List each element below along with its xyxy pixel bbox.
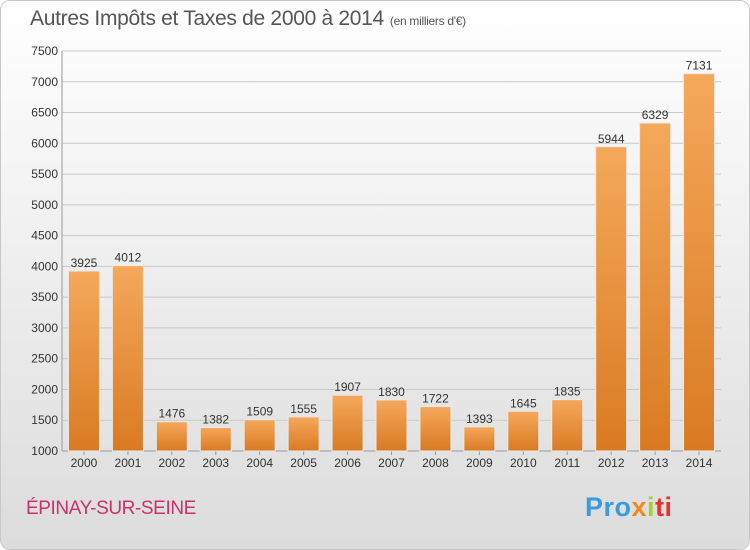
bar-2002 bbox=[155, 421, 188, 452]
bar-2009 bbox=[463, 426, 496, 452]
bar-2006 bbox=[331, 394, 364, 452]
y-tick-label: 7500 bbox=[31, 44, 58, 58]
city-name: ÉPINAY-SUR-SEINE bbox=[26, 498, 196, 519]
y-tick-label: 2500 bbox=[31, 352, 58, 366]
y-tick-label: 6000 bbox=[31, 136, 58, 150]
x-tick-label-2008: 2008 bbox=[422, 456, 449, 470]
y-tick-label: 1000 bbox=[31, 444, 58, 458]
value-label-2013: 6329 bbox=[642, 108, 669, 122]
value-label-2008: 1722 bbox=[422, 392, 449, 406]
x-tick-label-2007: 2007 bbox=[378, 456, 405, 470]
data-labels: 3925 4012 1476 1382 1509 1555 1907 1830 1722 1393… bbox=[71, 59, 713, 427]
chart-title-text: Autres Impôts et Taxes de 2000 à 2014 bbox=[30, 7, 384, 30]
x-tick-label-2002: 2002 bbox=[158, 456, 185, 470]
value-label-2007: 1830 bbox=[378, 385, 405, 399]
y-tick-label: 7000 bbox=[31, 75, 58, 89]
value-label-2009: 1393 bbox=[466, 412, 493, 426]
value-label-2011: 1835 bbox=[554, 385, 581, 399]
x-tick-label-2005: 2005 bbox=[290, 456, 317, 470]
value-label-2012: 5944 bbox=[598, 132, 625, 146]
y-tick-label: 2000 bbox=[31, 382, 58, 396]
y-tick-label: 3000 bbox=[31, 321, 58, 335]
y-tick-label: 4000 bbox=[31, 259, 58, 273]
x-tick-label-2011: 2011 bbox=[554, 456, 580, 470]
bar-2008 bbox=[419, 406, 452, 452]
bar-2001 bbox=[111, 265, 144, 452]
x-tick-label-2000: 2000 bbox=[71, 456, 98, 470]
x-tick-label-2009: 2009 bbox=[466, 456, 493, 470]
bar-2004 bbox=[243, 419, 276, 452]
proxiti-logo: Proxiti bbox=[585, 492, 673, 522]
bars bbox=[67, 73, 716, 452]
y-tick-label: 3500 bbox=[31, 290, 58, 304]
x-tick-label-2004: 2004 bbox=[246, 456, 273, 470]
bar-2000 bbox=[67, 270, 100, 452]
value-label-2000: 3925 bbox=[71, 256, 98, 270]
value-label-2010: 1645 bbox=[510, 396, 537, 410]
x-tick-label-2010: 2010 bbox=[510, 456, 537, 470]
value-label-2002: 1476 bbox=[158, 407, 185, 421]
x-tick-label-2001: 2001 bbox=[115, 456, 142, 470]
x-tick-label-2003: 2003 bbox=[202, 456, 229, 470]
y-tick-label: 6500 bbox=[31, 106, 58, 120]
value-label-2004: 1509 bbox=[246, 405, 273, 419]
y-tick-label: 5500 bbox=[31, 167, 58, 181]
x-tick-label-2012: 2012 bbox=[598, 456, 625, 470]
value-label-2003: 1382 bbox=[202, 412, 229, 426]
x-tick-label-2014: 2014 bbox=[686, 456, 713, 470]
x-tick-label-2013: 2013 bbox=[642, 456, 669, 470]
bar-2007 bbox=[375, 399, 408, 452]
bar-2014 bbox=[683, 73, 716, 452]
axes: 1000 1500 2000 2500 3000 3500 4000 4500 5000 5500… bbox=[31, 44, 721, 470]
bar-2003 bbox=[199, 426, 232, 452]
y-tick-label: 5000 bbox=[31, 198, 58, 212]
y-tick-label: 4500 bbox=[31, 229, 58, 243]
value-label-2001: 4012 bbox=[115, 251, 142, 265]
chart-title: Autres Impôts et Taxes de 2000 à 2014 (en… bbox=[30, 7, 466, 31]
x-tick-label-2006: 2006 bbox=[334, 456, 361, 470]
value-label-2005: 1555 bbox=[290, 402, 317, 416]
value-label-2014: 7131 bbox=[686, 59, 713, 73]
bar-2011 bbox=[551, 399, 584, 452]
bar-2012 bbox=[595, 146, 628, 452]
value-label-2006: 1907 bbox=[334, 380, 361, 394]
bar-2013 bbox=[639, 122, 672, 452]
bar-2005 bbox=[287, 416, 320, 452]
y-tick-label: 1500 bbox=[31, 413, 58, 427]
bar-2010 bbox=[507, 410, 540, 452]
unit-label: (en milliers d'€) bbox=[389, 14, 466, 28]
